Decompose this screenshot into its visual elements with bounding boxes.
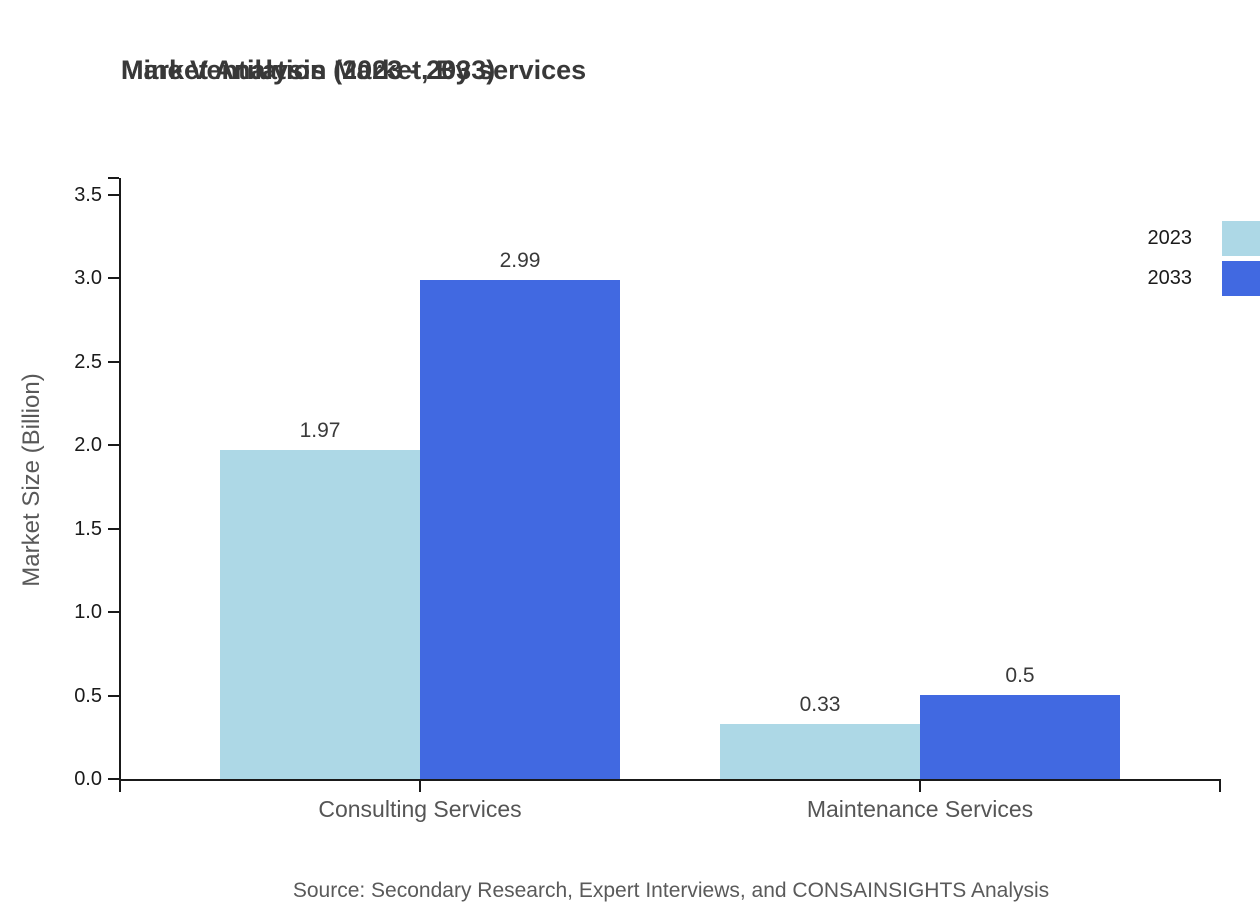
chart-title-line2: Market Analysis (2023 - 2033) — [121, 55, 496, 85]
x-axis-line — [119, 779, 1221, 781]
x-tick-mark — [919, 781, 921, 792]
x-axis-endcap — [1219, 779, 1221, 792]
y-tick-mark — [108, 778, 119, 780]
y-tick-label: 0.5 — [74, 684, 102, 707]
legend-item-2023: 2023 — [1148, 221, 1260, 256]
category-label: Maintenance Services — [806, 796, 1034, 822]
y-tick-mark — [108, 193, 119, 196]
y-tick-label: 1.5 — [74, 517, 102, 540]
chart-title-line1: Mine Ventilation Market, By services — [121, 55, 587, 85]
y-tick-label: 3.0 — [74, 267, 102, 289]
bar-value-label: 1.97 — [299, 419, 341, 442]
x-tick-mark — [419, 781, 421, 792]
y-tick-mark — [108, 444, 119, 446]
bar-2023-0 — [220, 450, 420, 779]
y-tick-mark — [108, 611, 119, 613]
legend: 2023 2033 — [1148, 221, 1260, 301]
bar-value-label: 0.33 — [799, 693, 841, 716]
y-tick-label: 0.0 — [74, 768, 102, 790]
bar-2033-0 — [420, 280, 620, 779]
source-note: Source: Secondary Research, Expert Inter… — [292, 879, 1050, 902]
legend-swatch — [1222, 261, 1260, 296]
legend-item-2033: 2033 — [1148, 261, 1260, 296]
y-axis-endcap — [108, 177, 119, 179]
y-tick-label: 2.5 — [74, 350, 102, 373]
bar-value-label: 2.99 — [499, 249, 541, 272]
bar-value-label: 0.5 — [1005, 664, 1035, 687]
y-tick-mark — [108, 277, 119, 279]
y-tick-mark — [108, 360, 119, 363]
bar-2023-1 — [720, 724, 920, 779]
y-tick-label: 2.0 — [74, 434, 102, 456]
y-axis-line — [119, 178, 121, 792]
legend-label: 2023 — [1147, 227, 1193, 249]
y-tick-label: 3.5 — [74, 183, 102, 206]
y-tick-label: 1.0 — [74, 601, 102, 623]
y-tick-mark — [108, 527, 119, 530]
legend-swatch — [1222, 221, 1260, 256]
y-tick-mark — [108, 694, 119, 697]
bar-2033-1 — [920, 695, 1120, 779]
legend-label: 2033 — [1147, 267, 1193, 289]
category-label: Consulting Services — [318, 796, 522, 822]
